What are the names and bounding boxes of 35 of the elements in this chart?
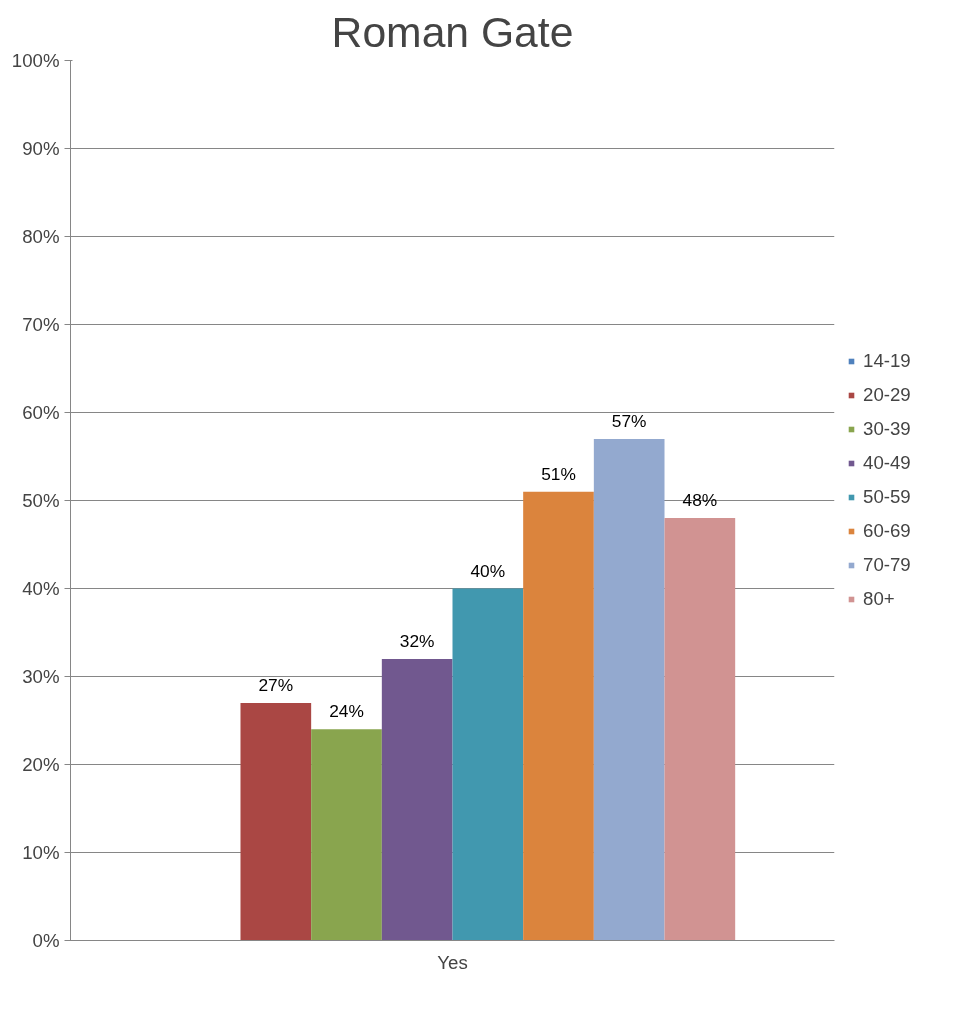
y-tick-label: 50% xyxy=(22,490,60,511)
legend-label: 60-69 xyxy=(863,520,911,542)
bar xyxy=(240,702,312,941)
bar xyxy=(593,438,665,941)
y-tick-label: 100% xyxy=(11,50,60,71)
legend-label: 80+ xyxy=(863,588,895,610)
y-tick-label: 90% xyxy=(22,138,60,159)
data-label: 51% xyxy=(541,463,576,484)
chart-title: Roman Gate xyxy=(331,7,574,56)
x-tick-label: Yes xyxy=(437,951,468,973)
data-label: 27% xyxy=(258,674,294,695)
legend-label: 14-19 xyxy=(863,350,911,372)
bar xyxy=(452,588,524,941)
y-tick-label: 60% xyxy=(22,402,60,423)
y-tick-label: 80% xyxy=(22,226,60,247)
bar xyxy=(664,518,736,941)
legend-label: 40-49 xyxy=(863,452,911,474)
y-tick-label: 70% xyxy=(22,314,60,335)
y-tick-label: 10% xyxy=(22,842,60,863)
data-label: 32% xyxy=(399,630,435,651)
legend-label: 50-59 xyxy=(863,486,911,508)
bar xyxy=(523,491,594,941)
legend-label: 20-29 xyxy=(863,384,911,406)
data-label: 48% xyxy=(682,490,718,511)
legend-label: 70-79 xyxy=(863,554,911,576)
y-tick-label: 40% xyxy=(22,578,60,599)
y-tick-label: 30% xyxy=(22,666,60,687)
data-label: 24% xyxy=(329,701,364,722)
data-label: 57% xyxy=(611,410,647,431)
y-tick-label: 20% xyxy=(22,754,60,775)
legend-label: 30-39 xyxy=(863,418,911,440)
bar xyxy=(381,658,453,941)
bar xyxy=(311,729,382,941)
data-label: 40% xyxy=(470,560,506,581)
y-tick-label: 0% xyxy=(32,930,60,951)
